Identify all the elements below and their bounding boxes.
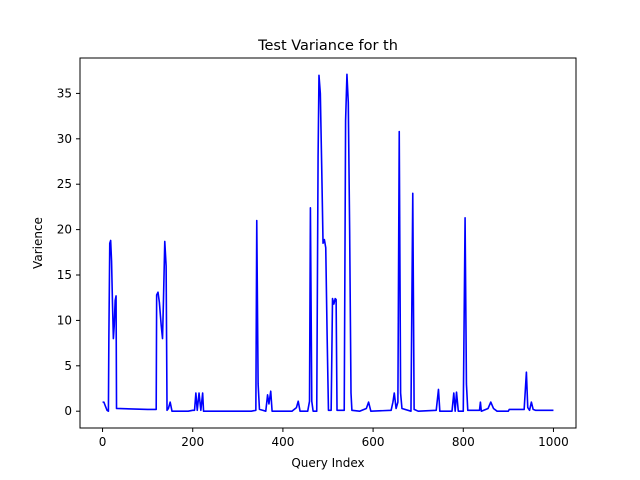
y-tick-label: 25 bbox=[57, 177, 72, 191]
y-tick-label: 30 bbox=[57, 132, 72, 146]
y-tick-label: 10 bbox=[57, 313, 72, 327]
axes-frame bbox=[79, 57, 577, 429]
x-axis: 0 200 400 600 800 1000 bbox=[99, 428, 569, 449]
chart-title: Test Variance for th bbox=[257, 38, 398, 54]
y-axis-label: Varience bbox=[31, 217, 45, 269]
x-tick-label: 800 bbox=[452, 435, 475, 449]
x-tick-label: 1000 bbox=[538, 435, 569, 449]
x-tick-label: 200 bbox=[181, 435, 204, 449]
x-tick-label: 600 bbox=[362, 435, 385, 449]
x-axis-label: Query Index bbox=[291, 456, 364, 470]
y-tick-label: 20 bbox=[57, 223, 72, 237]
x-tick-label: 0 bbox=[99, 435, 107, 449]
plot-area bbox=[102, 73, 554, 412]
series-line-0 bbox=[102, 73, 554, 412]
y-tick-label: 5 bbox=[64, 359, 72, 373]
x-tick-label: 400 bbox=[271, 435, 294, 449]
y-tick-label: 0 bbox=[64, 404, 72, 418]
y-axis: 0 5 10 15 20 25 30 35 bbox=[57, 86, 80, 418]
y-tick-label: 15 bbox=[57, 268, 72, 282]
y-tick-label: 35 bbox=[57, 86, 72, 100]
